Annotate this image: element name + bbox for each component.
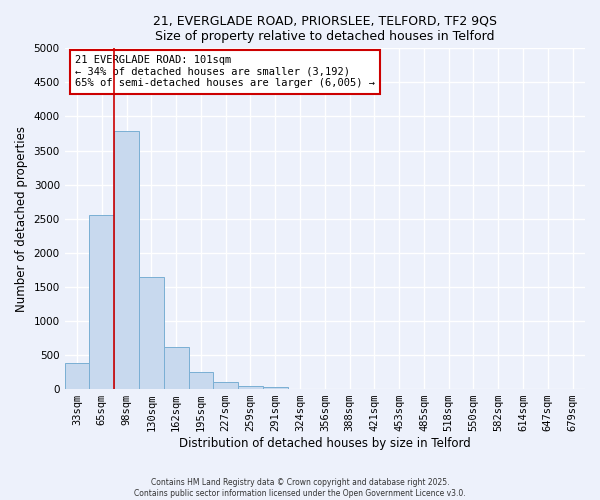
Text: 21 EVERGLADE ROAD: 101sqm
← 34% of detached houses are smaller (3,192)
65% of se: 21 EVERGLADE ROAD: 101sqm ← 34% of detac… [75, 55, 375, 88]
Bar [89, 216, 114, 389]
Bar [65, 362, 89, 389]
Title: 21, EVERGLADE ROAD, PRIORSLEE, TELFORD, TF2 9QS
Size of property relative to det: 21, EVERGLADE ROAD, PRIORSLEE, TELFORD, … [153, 15, 497, 43]
Text: Contains HM Land Registry data © Crown copyright and database right 2025.
Contai: Contains HM Land Registry data © Crown c… [134, 478, 466, 498]
Bar [214, 382, 238, 389]
Bar [114, 132, 139, 389]
Bar [263, 387, 287, 389]
Bar [238, 386, 263, 389]
X-axis label: Distribution of detached houses by size in Telford: Distribution of detached houses by size … [179, 437, 471, 450]
Bar [188, 372, 214, 389]
Bar [139, 276, 164, 389]
Bar [164, 347, 188, 389]
Y-axis label: Number of detached properties: Number of detached properties [15, 126, 28, 312]
